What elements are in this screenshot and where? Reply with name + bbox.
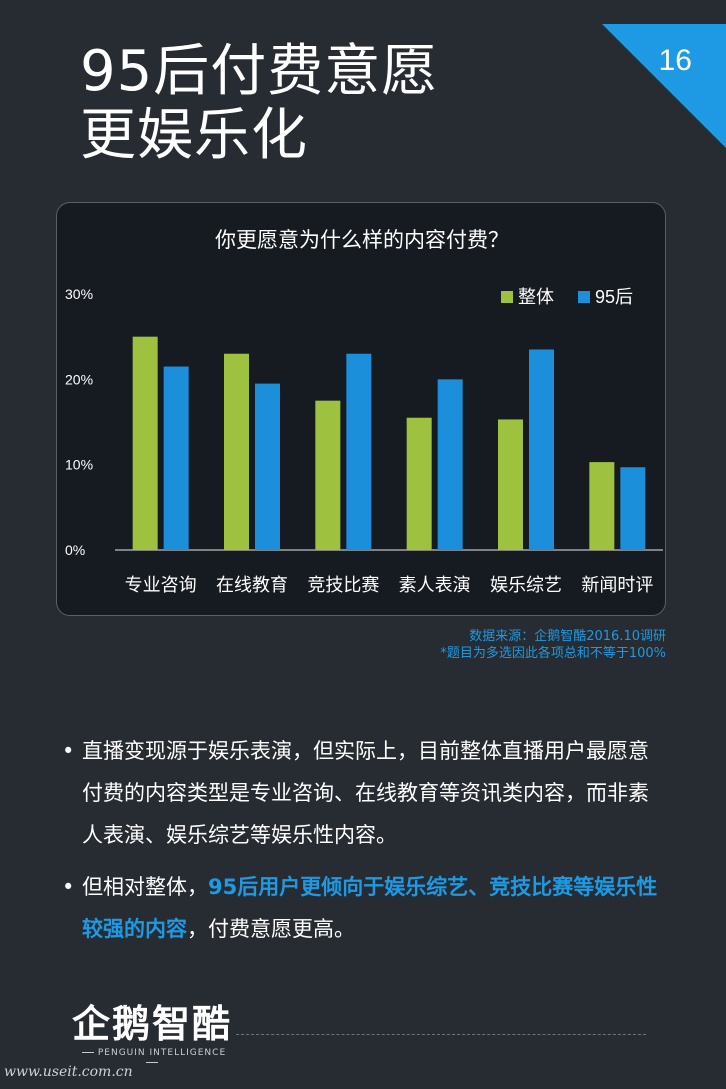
watermark: www.useit.com.cn	[4, 1064, 133, 1080]
penguin-intelligence-logo: 企鹅智酷 PENGUIN INTELLIGENCE	[72, 1002, 232, 1062]
bar-post95	[163, 366, 189, 550]
legend-swatch	[501, 291, 513, 303]
bullet-item: • 但相对整体，95后用户更倾向于娱乐综艺、竞技比赛等娱乐性较强的内容，付费意愿…	[62, 866, 662, 950]
page-number: 16	[658, 44, 692, 77]
x-tick-label: 在线教育	[216, 575, 288, 595]
bar-overall	[132, 336, 158, 550]
bullet-text-pre: 但相对整体，	[82, 875, 208, 899]
footer-divider	[236, 1034, 646, 1035]
bullet-list: • 直播变现源于娱乐表演，但实际上，目前整体直播用户最愿意付费的内容类型是专业咨…	[62, 730, 662, 960]
bullet-text-post: ，付费意愿更高。	[187, 917, 355, 941]
x-tick-label: 新闻时评	[581, 575, 653, 595]
bullet-text: 直播变现源于娱乐表演，但实际上，目前整体直播用户最愿意付费的内容类型是专业咨询、…	[82, 739, 649, 847]
legend-label: 整体	[518, 287, 554, 307]
bar-post95	[620, 467, 646, 550]
bar-overall	[589, 462, 615, 550]
y-tick-label: 30%	[65, 286, 93, 302]
bar-chart: 你更愿意为什么样的内容付费？ 0% 10% 20% 30% 专业咨询 在线教育 竞技比赛 素人表…	[65, 229, 663, 595]
source-line-2: *题目为多选因此各项总和不等于100%	[440, 646, 666, 661]
source-line-1: 数据来源：企鹅智酷2016.10调研	[469, 629, 666, 644]
y-tick-label: 20%	[65, 371, 93, 387]
y-tick-label: 0%	[65, 542, 85, 558]
x-tick-label: 素人表演	[399, 575, 471, 595]
x-tick-label: 专业咨询	[125, 575, 197, 595]
bar-post95	[346, 353, 372, 550]
bar-post95	[437, 379, 463, 550]
bullet-highlight: 95后用户更倾向于娱乐综艺、竞技比赛等娱乐性较强的内容	[82, 875, 658, 941]
bullet-dot: •	[62, 875, 75, 899]
bullet-dot: •	[62, 739, 75, 763]
x-tick-label: 竞技比赛	[307, 575, 379, 595]
page-title: 95后付费意愿 更娱乐化	[80, 40, 550, 168]
chart-panel: 你更愿意为什么样的内容付费？ 0% 10% 20% 30% 专业咨询 在线教育 竞技比赛 素人表…	[56, 202, 666, 616]
bar-overall	[406, 417, 432, 550]
logo-subtitle: PENGUIN INTELLIGENCE	[72, 1048, 232, 1068]
data-source: 数据来源：企鹅智酷2016.10调研 *题目为多选因此各项总和不等于100%	[440, 628, 666, 662]
bar-post95	[255, 383, 280, 550]
bar-overall	[315, 400, 341, 550]
legend-label: 95后	[595, 287, 633, 307]
title-line-2: 更娱乐化	[80, 103, 308, 168]
chart-title: 你更愿意为什么样的内容付费？	[215, 229, 509, 252]
x-tick-label: 娱乐综艺	[490, 575, 562, 595]
title-line-1: 95后付费意愿	[80, 39, 439, 104]
bar-overall	[224, 353, 249, 550]
y-tick-label: 10%	[65, 457, 93, 473]
logo-wordmark: 企鹅智酷	[72, 1002, 233, 1046]
page-number-corner	[602, 24, 726, 148]
bar-post95	[529, 349, 554, 550]
bar-overall	[498, 419, 523, 550]
bullet-item: • 直播变现源于娱乐表演，但实际上，目前整体直播用户最愿意付费的内容类型是专业咨…	[62, 730, 662, 856]
legend-swatch	[578, 291, 590, 303]
